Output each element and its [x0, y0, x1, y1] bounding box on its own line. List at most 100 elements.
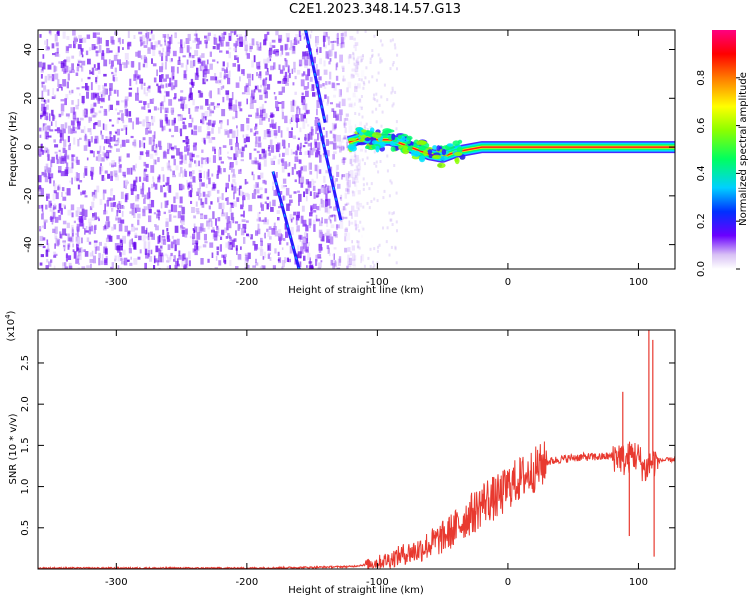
noise-speckle: [153, 77, 157, 83]
noise-speckle: [264, 91, 268, 99]
noise-speckle: [114, 255, 117, 261]
noise-speckle: [223, 168, 226, 173]
noise-speckle: [201, 182, 205, 187]
noise-speckle: [356, 165, 359, 169]
noise-speckle: [173, 204, 178, 213]
noise-speckle: [93, 240, 98, 243]
noise-speckle: [325, 130, 328, 138]
noise-speckle: [81, 60, 86, 66]
noise-speckle: [137, 213, 141, 219]
noise-speckle: [335, 165, 338, 172]
noise-speckle: [290, 104, 295, 112]
noise-speckle: [364, 149, 367, 153]
noise-speckle: [77, 267, 81, 269]
noise-speckle: [257, 195, 262, 199]
noise-speckle: [93, 151, 95, 158]
noise-speckle: [102, 123, 105, 130]
noise-speckle: [222, 145, 227, 148]
noise-speckle: [39, 34, 42, 38]
noise-speckle: [164, 35, 166, 43]
noise-speckle: [54, 151, 58, 154]
noise-speckle: [132, 121, 134, 130]
noise-speckle: [363, 264, 366, 268]
noise-speckle: [376, 199, 379, 203]
noise-speckle: [91, 107, 95, 113]
noise-speckle: [44, 169, 47, 177]
noise-speckle: [292, 45, 296, 54]
noise-speckle: [64, 98, 67, 106]
noise-speckle: [279, 237, 282, 245]
noise-speckle: [356, 73, 360, 77]
noise-speckle: [195, 208, 200, 212]
noise-speckle: [391, 89, 394, 93]
noise-speckle: [325, 170, 329, 174]
noise-speckle: [132, 169, 136, 172]
noise-speckle: [182, 96, 187, 100]
noise-speckle: [302, 51, 306, 57]
noise-speckle: [156, 83, 159, 87]
noise-speckle: [160, 185, 163, 193]
noise-speckle: [366, 182, 369, 186]
noise-speckle: [348, 173, 351, 177]
noise-speckle: [316, 100, 320, 108]
noise-speckle: [281, 107, 284, 113]
noise-speckle: [54, 216, 59, 223]
noise-speckle: [298, 170, 302, 178]
noise-speckle: [235, 110, 238, 119]
noise-speckle: [47, 167, 52, 173]
noise-speckle: [38, 148, 42, 156]
noise-speckle: [111, 208, 114, 212]
noise-speckle: [140, 268, 143, 269]
noise-speckle: [188, 123, 193, 128]
noise-speckle: [195, 201, 198, 207]
noise-speckle: [207, 107, 210, 110]
noise-speckle: [213, 106, 216, 110]
noise-speckle: [254, 86, 257, 90]
noise-speckle: [41, 150, 44, 155]
noise-speckle: [332, 40, 337, 43]
noise-speckle: [75, 172, 78, 180]
noise-speckle: [346, 185, 350, 192]
noise-speckle: [106, 138, 110, 144]
noise-speckle: [128, 87, 133, 90]
noise-speckle: [340, 216, 344, 220]
noise-speckle: [85, 191, 87, 195]
noise-speckle: [380, 95, 383, 99]
noise-speckle: [326, 235, 330, 243]
noise-speckle: [270, 114, 275, 118]
noise-speckle: [267, 252, 271, 255]
noise-speckle: [361, 158, 364, 162]
noise-speckle: [135, 117, 140, 125]
noise-speckle: [148, 215, 152, 223]
noise-speckle: [261, 156, 265, 160]
noise-speckle: [390, 91, 393, 95]
noise-speckle: [277, 101, 282, 104]
noise-speckle: [212, 211, 215, 220]
noise-speckle: [163, 184, 166, 187]
noise-speckle: [79, 247, 83, 253]
noise-speckle: [212, 227, 215, 231]
noise-speckle: [97, 62, 100, 70]
noise-speckle: [147, 109, 151, 113]
noise-speckle: [152, 63, 157, 67]
noise-speckle: [225, 242, 229, 248]
noise-speckle: [65, 94, 69, 100]
noise-speckle: [53, 65, 56, 73]
noise-speckle: [161, 55, 164, 62]
noise-speckle: [332, 154, 335, 160]
noise-speckle: [129, 262, 133, 266]
noise-speckle: [151, 58, 153, 64]
noise-speckle: [269, 201, 272, 207]
noise-speckle: [314, 120, 319, 126]
noise-speckle: [268, 74, 272, 81]
noise-speckle: [174, 145, 177, 150]
noise-speckle: [116, 100, 120, 106]
noise-speckle: [348, 103, 353, 108]
noise-speckle: [330, 102, 333, 105]
noise-speckle: [291, 114, 294, 120]
noise-speckle: [354, 154, 357, 158]
noise-speckle: [61, 187, 65, 192]
noise-speckle: [238, 187, 241, 196]
noise-speckle: [235, 142, 239, 151]
noise-speckle: [170, 34, 173, 37]
